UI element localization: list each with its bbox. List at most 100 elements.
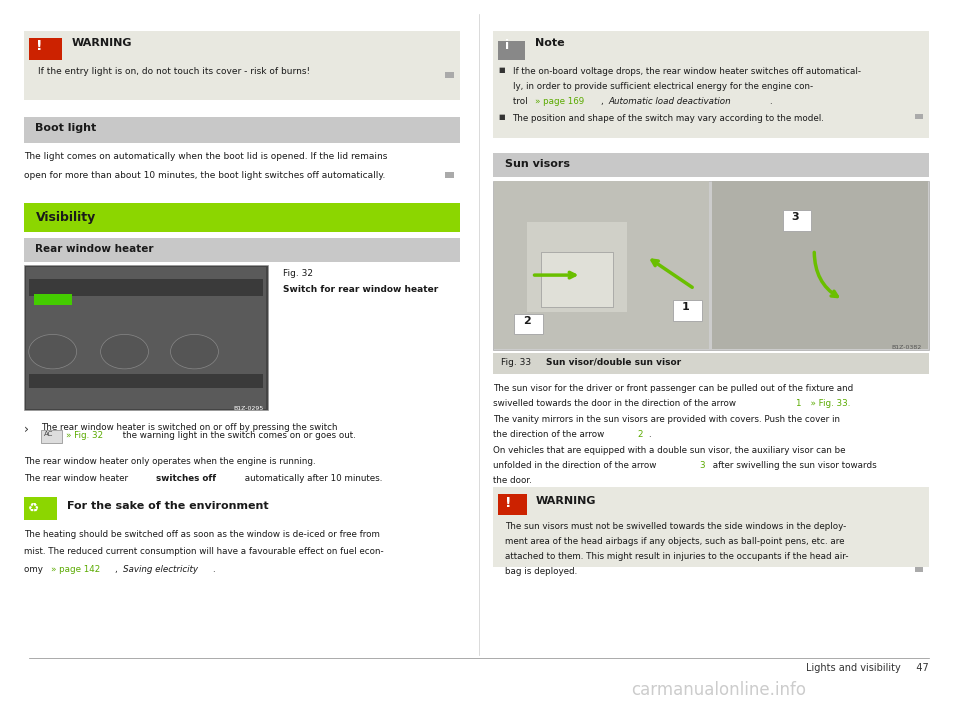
Bar (445, 72, 454, 78)
Bar (493, 353, 929, 374)
Bar (712, 182, 928, 349)
Text: .: . (769, 97, 772, 107)
Text: Boot light: Boot light (36, 123, 97, 133)
Text: swivelled towards the door in the direction of the arrow: swivelled towards the door in the direct… (493, 399, 739, 408)
Text: The sun visors must not be swivelled towards the side windows in the deploy-: The sun visors must not be swivelled tow… (505, 522, 846, 531)
Bar (24, 238, 460, 262)
Text: Lights and visibility     47: Lights and visibility 47 (806, 663, 929, 673)
Text: trol: trol (513, 97, 530, 107)
Bar (515, 314, 543, 334)
Bar (915, 114, 924, 119)
Text: » page 142: » page 142 (51, 565, 100, 573)
Text: The rear window heater: The rear window heater (24, 475, 131, 484)
Text: » Fig. 32: » Fig. 32 (66, 431, 104, 440)
Text: switches off: switches off (156, 475, 216, 484)
Text: Fig. 33: Fig. 33 (501, 358, 540, 367)
Bar (674, 300, 702, 320)
Text: !: ! (36, 39, 43, 53)
Text: If the on-board voltage drops, the rear window heater switches off automatical-: If the on-board voltage drops, the rear … (513, 67, 860, 76)
Bar (34, 294, 72, 305)
Bar (29, 279, 263, 297)
Bar (493, 181, 929, 350)
Text: 1: 1 (682, 302, 690, 312)
Text: WARNING: WARNING (72, 38, 132, 48)
Text: » page 169: » page 169 (535, 97, 584, 107)
Bar (915, 566, 924, 572)
Text: carmanualonline.info: carmanualonline.info (631, 681, 806, 699)
Text: ment area of the head airbags if any objects, such as ball-point pens, etc. are: ment area of the head airbags if any obj… (505, 537, 845, 546)
Text: WARNING: WARNING (536, 496, 596, 505)
Bar (493, 487, 929, 566)
Text: ,: , (601, 97, 606, 107)
Text: B1Z-0295: B1Z-0295 (233, 406, 263, 411)
Text: The sun visor for the driver or front passenger can be pulled out of the fixture: The sun visor for the driver or front pa… (493, 384, 853, 393)
Bar (493, 31, 929, 138)
Text: Rear window heater: Rear window heater (36, 244, 154, 254)
Text: ly, in order to provide sufficient electrical energy for the engine con-: ly, in order to provide sufficient elect… (513, 82, 812, 91)
Text: 2: 2 (637, 430, 642, 440)
Text: Switch for rear window heater: Switch for rear window heater (282, 285, 438, 294)
Text: after swivelling the sun visor towards: after swivelling the sun visor towards (709, 461, 876, 470)
Bar (24, 203, 460, 232)
Bar (782, 210, 811, 231)
Text: .: . (212, 565, 214, 573)
Text: The heating should be switched off as soon as the window is de-iced or free from: The heating should be switched off as so… (24, 530, 380, 539)
Bar (41, 430, 62, 443)
Bar (29, 38, 62, 60)
Bar (541, 252, 613, 307)
Text: If the entry light is on, do not touch its cover - risk of burns!: If the entry light is on, do not touch i… (38, 67, 310, 76)
Circle shape (29, 334, 77, 369)
Text: Sun visor/double sun visor: Sun visor/double sun visor (546, 358, 682, 367)
Text: bag is deployed.: bag is deployed. (505, 567, 577, 576)
Text: 2: 2 (523, 315, 531, 326)
Text: open for more than about 10 minutes, the boot light switches off automatically.: open for more than about 10 minutes, the… (24, 171, 385, 180)
Text: 1: 1 (795, 399, 801, 408)
Text: 3: 3 (699, 461, 705, 470)
Text: On vehicles that are equipped with a double sun visor, the auxiliary visor can b: On vehicles that are equipped with a dou… (493, 446, 846, 455)
Text: ,: , (115, 565, 120, 573)
Bar (24, 266, 268, 410)
Text: omy: omy (24, 565, 45, 573)
Text: the direction of the arrow: the direction of the arrow (493, 430, 608, 440)
Bar (24, 497, 58, 520)
Bar (445, 172, 454, 178)
Text: The rear window heater only operates when the engine is running.: The rear window heater only operates whe… (24, 457, 316, 466)
Text: The light comes on automatically when the boot lid is opened. If the lid remains: The light comes on automatically when th… (24, 151, 387, 161)
Bar (498, 41, 525, 60)
Text: The rear window heater is switched on or off by pressing the switch: The rear window heater is switched on or… (41, 423, 338, 432)
Bar (493, 153, 929, 177)
Text: ›: › (24, 423, 29, 435)
Text: !: ! (505, 496, 512, 510)
Bar (24, 117, 460, 144)
Bar (29, 374, 263, 388)
Text: Automatic load deactivation: Automatic load deactivation (609, 97, 731, 107)
Text: mist. The reduced current consumption will have a favourable effect on fuel econ: mist. The reduced current consumption wi… (24, 547, 384, 557)
Text: The position and shape of the switch may vary according to the model.: The position and shape of the switch may… (513, 114, 825, 123)
Text: The vanity mirrors in the sun visors are provided with covers. Push the cover in: The vanity mirrors in the sun visors are… (493, 415, 840, 424)
Text: attached to them. This might result in injuries to the occupants if the head air: attached to them. This might result in i… (505, 552, 849, 562)
Text: .: . (649, 430, 651, 440)
Text: 3: 3 (791, 212, 799, 222)
Text: B1Z-0382: B1Z-0382 (891, 346, 922, 350)
Circle shape (101, 334, 149, 369)
Text: automatically after 10 minutes.: automatically after 10 minutes. (242, 475, 383, 484)
Text: the door.: the door. (493, 477, 532, 485)
Text: For the sake of the environment: For the sake of the environment (67, 501, 269, 511)
Text: unfolded in the direction of the arrow: unfolded in the direction of the arrow (493, 461, 660, 470)
Text: AC: AC (44, 431, 54, 437)
Bar (527, 222, 628, 312)
Text: ■: ■ (498, 67, 505, 73)
Text: Fig. 32: Fig. 32 (282, 269, 313, 278)
Text: ■: ■ (498, 114, 505, 120)
Bar (494, 182, 709, 349)
Circle shape (171, 334, 219, 369)
Text: » Fig. 33.: » Fig. 33. (804, 399, 850, 408)
Text: Note: Note (536, 38, 565, 48)
Text: the warning light in the switch comes on or goes out.: the warning light in the switch comes on… (120, 431, 355, 440)
Text: ♻: ♻ (28, 501, 39, 515)
Bar (24, 31, 460, 100)
Text: i: i (505, 39, 509, 53)
Text: Sun visors: Sun visors (505, 159, 570, 169)
Text: Visibility: Visibility (36, 211, 96, 224)
Text: Saving electricity: Saving electricity (123, 565, 198, 573)
